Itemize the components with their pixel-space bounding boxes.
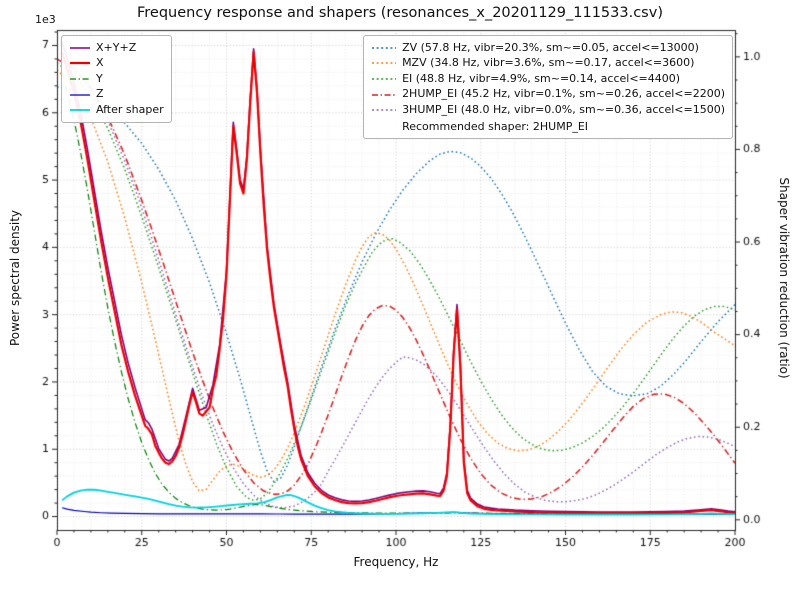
legend-line-sample-icon — [372, 47, 397, 49]
legend-psd-items: X+Y+Z X Y Z After shaper — [69, 40, 164, 118]
legend-item-mzv: MZV (34.8 Hz, vibr=3.6%, sm~=0.17, accel… — [371, 56, 725, 72]
legend-label: Y — [96, 71, 103, 85]
legend-item-3hump-ei: 3HUMP_EI (48.0 Hz, vibr=0.0%, sm~=0.36, … — [371, 103, 725, 119]
legend-item-x: X — [69, 56, 164, 72]
legend-label: 2HUMP_EI (45.2 Hz, vibr=0.1%, sm~=0.26, … — [402, 87, 725, 101]
legend-shaper-items: ZV (57.8 Hz, vibr=20.3%, sm~=0.05, accel… — [371, 40, 725, 118]
recommended-shaper-text: Recommended shaper: 2HUMP_EI — [402, 120, 589, 134]
legend-item-after-shaper: After shaper — [69, 103, 164, 119]
chart-title: Frequency response and shapers (resonanc… — [137, 5, 663, 21]
legend-psd: X+Y+Z X Y Z After shaper — [61, 35, 172, 124]
legend-label: MZV (34.8 Hz, vibr=3.6%, sm~=0.17, accel… — [402, 56, 695, 70]
legend-item-z: Z — [69, 87, 164, 103]
legend-item-ei: EI (48.8 Hz, vibr=4.9%, sm~=0.14, accel<… — [371, 71, 725, 87]
legend-label: X+Y+Z — [96, 40, 137, 54]
legend-line-sample-icon — [70, 78, 90, 80]
legend-item-2hump-ei: 2HUMP_EI (45.2 Hz, vibr=0.1%, sm~=0.26, … — [371, 87, 725, 103]
legend-line-sample-icon — [372, 62, 397, 65]
legend-shaper: ZV (57.8 Hz, vibr=20.3%, sm~=0.05, accel… — [363, 35, 733, 140]
y-axis-right-label: Shaper vibration reduction (ratio) — [777, 177, 791, 379]
y-axis-left-label: Power spectral density — [8, 209, 22, 347]
legend-line-sample-icon — [70, 62, 90, 65]
legend-label: X — [96, 56, 104, 70]
legend-line-sample-icon — [372, 78, 397, 80]
legend-line-sample-icon — [70, 47, 90, 49]
y-axis-multiplier: 1e3 — [35, 13, 56, 26]
legend-label: EI (48.8 Hz, vibr=4.9%, sm~=0.14, accel<… — [402, 71, 681, 85]
legend-line-sample-icon — [372, 93, 397, 96]
legend-item-y: Y — [69, 71, 164, 87]
legend-label: After shaper — [96, 103, 164, 117]
legend-label: 3HUMP_EI (48.0 Hz, vibr=0.0%, sm~=0.36, … — [402, 103, 725, 117]
legend-line-sample-icon — [70, 109, 90, 112]
legend-label: Z — [96, 87, 104, 101]
legend-item-zv: ZV (57.8 Hz, vibr=20.3%, sm~=0.05, accel… — [371, 40, 725, 56]
legend-line-sample-icon — [372, 109, 397, 112]
legend-item-x-y-z: X+Y+Z — [69, 40, 164, 56]
x-axis-label: Frequency, Hz — [353, 555, 439, 569]
legend-label: ZV (57.8 Hz, vibr=20.3%, sm~=0.05, accel… — [402, 40, 699, 54]
legend-line-sample-icon — [70, 94, 90, 96]
